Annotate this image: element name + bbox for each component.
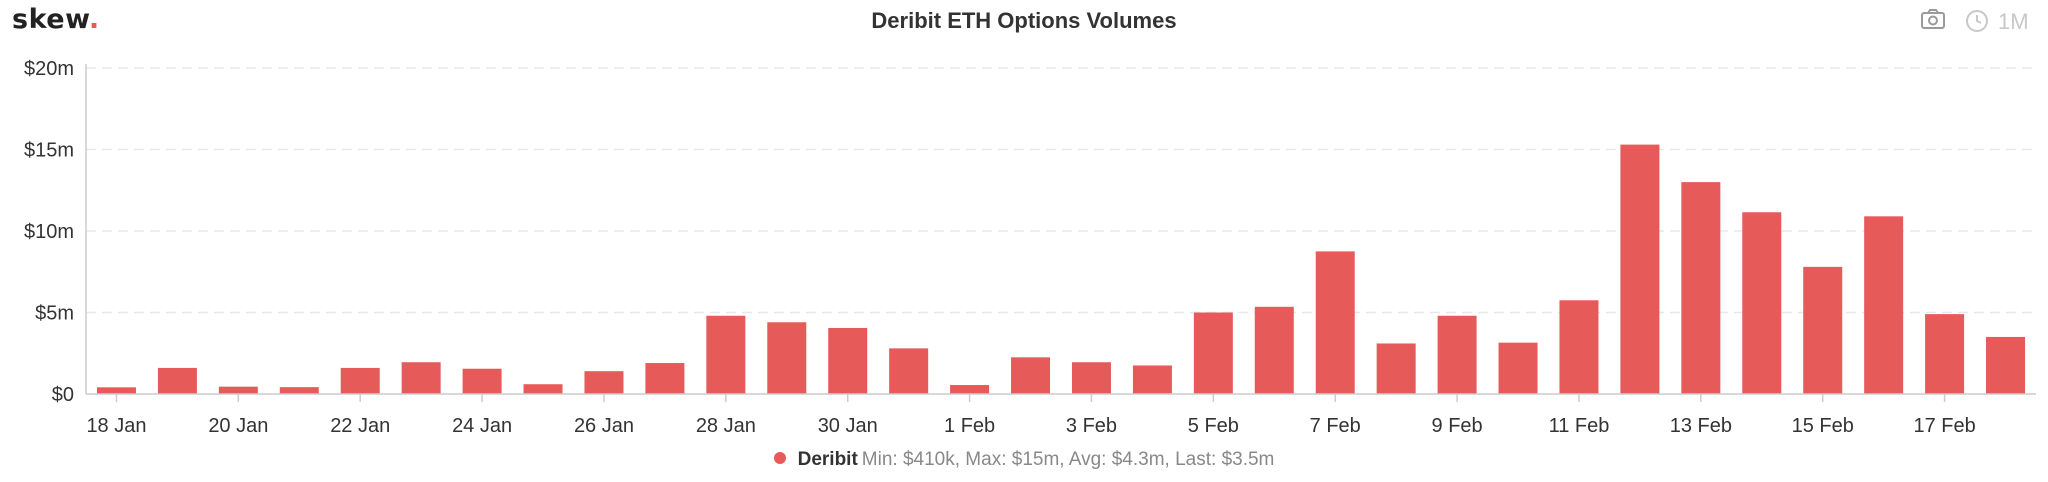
bar[interactable]: [1925, 314, 1965, 394]
y-tick-label: $15m: [24, 140, 74, 162]
bar[interactable]: [1315, 251, 1355, 394]
bar[interactable]: [1681, 182, 1721, 394]
legend-marker: [773, 451, 786, 464]
bar-chart: $0 $5m $10m $15m $20m 18 Jan 20 Jan 22 Jan 24 Ja…: [24, 58, 2036, 437]
y-tick-label: $5m: [35, 303, 74, 325]
clock-icon[interactable]: [1965, 9, 1989, 38]
bar[interactable]: [1437, 315, 1477, 394]
x-tick-label: 22 Jan: [330, 415, 390, 437]
x-tick-label: 5 Feb: [1188, 415, 1239, 437]
bar[interactable]: [1011, 357, 1051, 394]
legend-series-name: Deribit: [797, 449, 858, 470]
bar[interactable]: [1803, 266, 1843, 394]
bar[interactable]: [1742, 212, 1782, 394]
bar[interactable]: [96, 387, 136, 394]
bar[interactable]: [462, 368, 502, 394]
bar[interactable]: [950, 385, 990, 394]
x-tick-label: 7 Feb: [1310, 415, 1361, 437]
x-tick-label: 26 Jan: [574, 415, 634, 437]
x-tick-label: 9 Feb: [1432, 415, 1483, 437]
bar[interactable]: [1986, 336, 2026, 394]
bar[interactable]: [1498, 342, 1538, 394]
x-tick-label: 24 Jan: [452, 415, 512, 437]
x-tick-label: 28 Jan: [696, 415, 756, 437]
bar[interactable]: [279, 387, 319, 394]
range-selector[interactable]: 1M: [1998, 9, 2029, 34]
bar[interactable]: [584, 371, 624, 394]
x-tick-label: 3 Feb: [1066, 415, 1117, 437]
bar[interactable]: [1193, 312, 1233, 395]
bar[interactable]: [1071, 362, 1111, 394]
bar[interactable]: [706, 315, 746, 394]
x-tick-label: 13 Feb: [1670, 415, 1732, 437]
bar[interactable]: [1620, 144, 1660, 394]
legend[interactable]: Deribit Min: $410k, Max: $15m, Avg: $4.3m…: [0, 449, 2048, 471]
y-tick-label: $0: [52, 384, 74, 406]
bar[interactable]: [157, 367, 197, 394]
x-tick-label: 20 Jan: [208, 415, 268, 437]
bar[interactable]: [889, 348, 929, 394]
y-tick-label: $20m: [24, 58, 74, 80]
bar[interactable]: [1376, 343, 1416, 394]
bar[interactable]: [401, 362, 441, 394]
x-tick-label: 11 Feb: [1549, 415, 1610, 437]
x-tick-label: 1 Feb: [944, 415, 995, 437]
bar[interactable]: [1559, 300, 1599, 394]
x-tick-label: 30 Jan: [818, 415, 878, 437]
x-tick-label: 17 Feb: [1913, 415, 1975, 437]
x-tick-label: 15 Feb: [1792, 415, 1854, 437]
bar[interactable]: [1864, 216, 1904, 394]
bar[interactable]: [1132, 365, 1172, 394]
y-tick-label: $10m: [24, 221, 74, 243]
chart-title: Deribit ETH Options Volumes: [871, 8, 1177, 33]
bar[interactable]: [523, 384, 563, 394]
bar[interactable]: [645, 363, 685, 394]
bar[interactable]: [218, 386, 258, 394]
skew-logo: skew.: [12, 4, 100, 35]
bar[interactable]: [828, 327, 868, 394]
x-tick-label: 18 Jan: [86, 415, 146, 437]
legend-stats: Min: $410k, Max: $15m, Avg: $4.3m, Last:…: [861, 449, 1275, 470]
camera-icon[interactable]: [1920, 8, 1946, 35]
bar[interactable]: [340, 367, 380, 394]
bar[interactable]: [767, 322, 807, 394]
bar[interactable]: [1254, 306, 1294, 394]
